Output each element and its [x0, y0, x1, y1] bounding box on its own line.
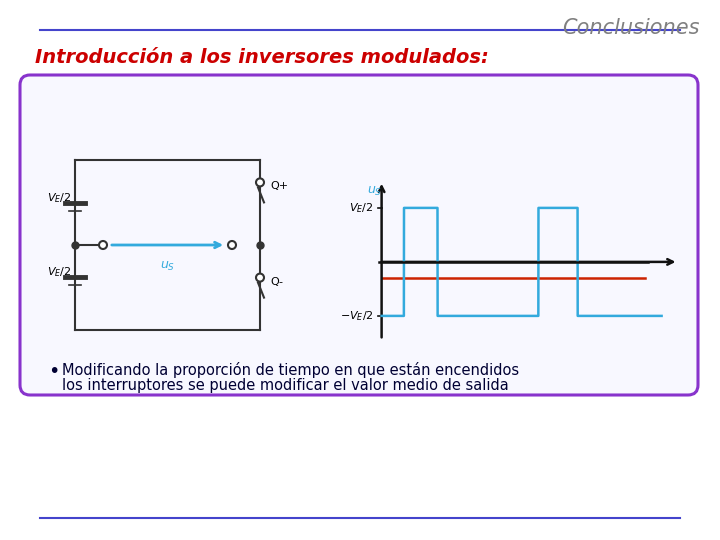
Text: Q-: Q-: [270, 276, 283, 287]
Text: $V_E/2$: $V_E/2$: [47, 191, 71, 205]
Circle shape: [228, 241, 236, 249]
Text: •: •: [48, 362, 59, 381]
Text: los interruptores se puede modificar el valor medio de salida: los interruptores se puede modificar el …: [62, 378, 509, 393]
Circle shape: [256, 178, 264, 186]
Circle shape: [99, 241, 107, 249]
Text: $-V_E/2$: $-V_E/2$: [340, 309, 373, 323]
Text: Q+: Q+: [270, 181, 288, 191]
Text: $V_E/2$: $V_E/2$: [47, 266, 71, 279]
Text: $u_S$: $u_S$: [160, 260, 175, 273]
Text: Introducción a los inversores modulados:: Introducción a los inversores modulados:: [35, 48, 489, 67]
Text: Conclusiones: Conclusiones: [562, 18, 700, 38]
Text: Modificando la proporción de tiempo en que están encendidos: Modificando la proporción de tiempo en q…: [62, 362, 519, 378]
Text: $V_E/2$: $V_E/2$: [349, 201, 373, 215]
Circle shape: [256, 274, 264, 281]
Text: $u_S$: $u_S$: [367, 185, 382, 198]
FancyBboxPatch shape: [20, 75, 698, 395]
